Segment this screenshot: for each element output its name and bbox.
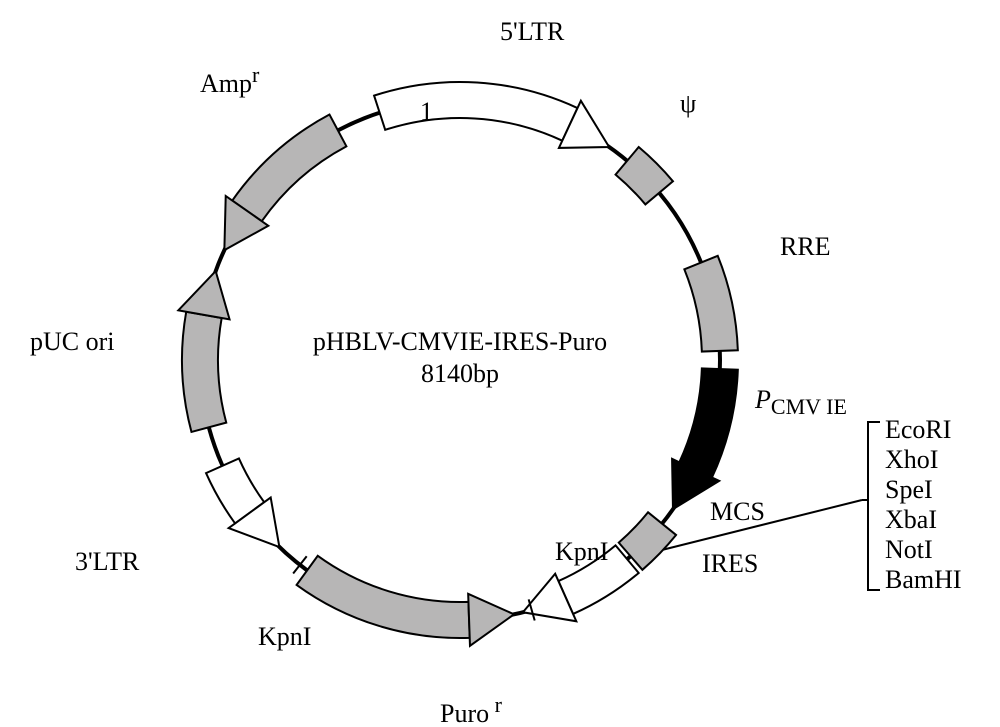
segment-label-psi: ψ bbox=[680, 89, 696, 118]
mcs-enzyme-0: EcoRI bbox=[885, 415, 951, 444]
segment-label-ltr3: 3'LTR bbox=[75, 547, 140, 576]
plasmid-name: pHBLV-CMVIE-IRES-Puro bbox=[313, 327, 607, 356]
mcs-enzyme-2: SpeI bbox=[885, 475, 933, 504]
segment-label-pucori: pUC ori bbox=[30, 327, 115, 356]
mcs-enzyme-3: XbaI bbox=[885, 505, 937, 534]
plasmid-size: 8140bp bbox=[421, 359, 499, 388]
plasmid-diagram: KpnI KpnI EcoRIXhoISpeIXbaINotIBamHI pHBLV-… bbox=[0, 0, 1000, 727]
segment-label-ires: IRES bbox=[702, 549, 758, 578]
segment-label-rre: RRE bbox=[780, 232, 831, 261]
mcs-enzyme-5: BamHI bbox=[885, 565, 962, 594]
origin-marker: 1 bbox=[420, 97, 433, 126]
restriction-label-1: KpnI bbox=[258, 622, 311, 651]
segment-label-mcs: MCS bbox=[710, 497, 765, 526]
mcs-enzyme-4: NotI bbox=[885, 535, 933, 564]
mcs-enzyme-1: XhoI bbox=[885, 445, 938, 474]
segment-label-ltr5: 5'LTR bbox=[500, 17, 565, 46]
restriction-label-0: KpnI bbox=[555, 537, 608, 566]
